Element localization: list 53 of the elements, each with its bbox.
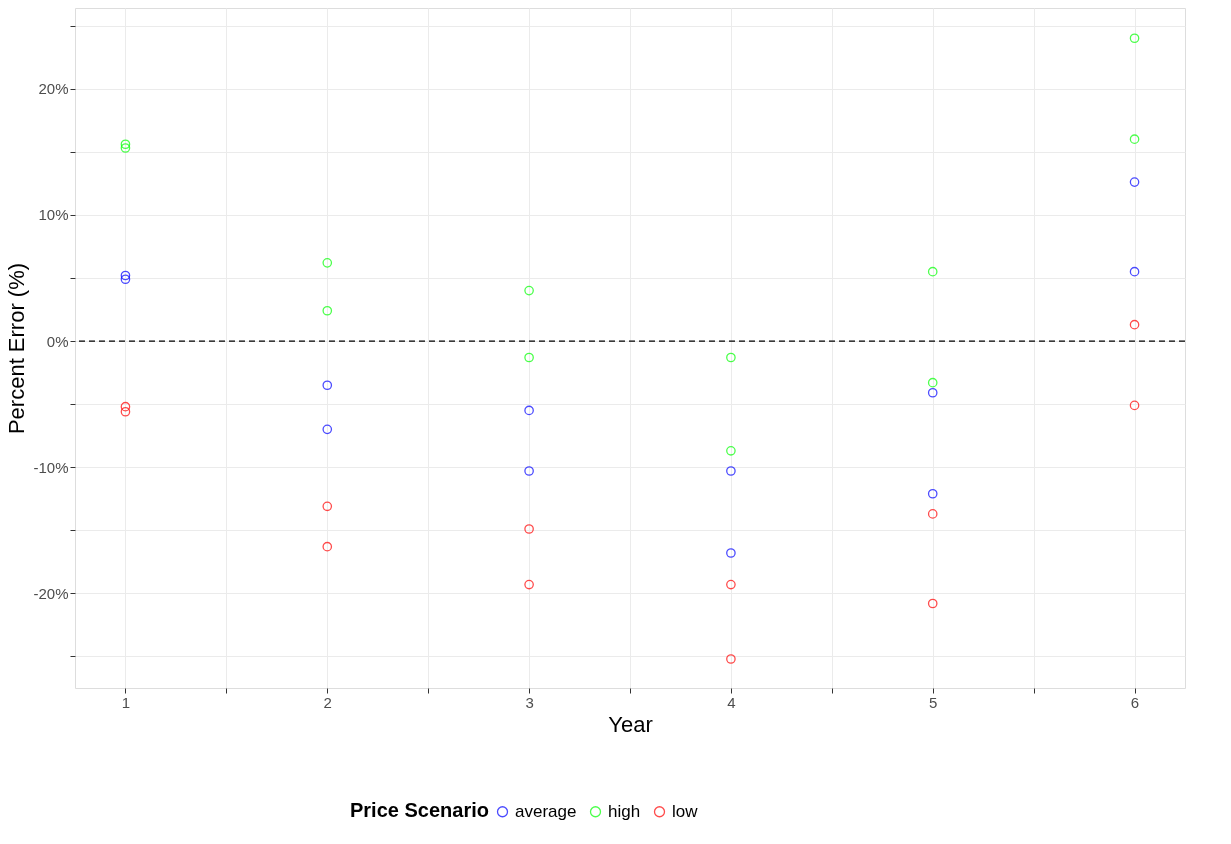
legend-label: high [608,801,641,821]
point [524,524,534,534]
point [524,466,534,476]
x-tick-label: 3 [525,693,534,711]
x-tick-label: 4 [727,693,736,711]
point [524,579,534,590]
x-tick-label: 2 [323,693,332,711]
point [322,541,333,552]
point [322,305,333,316]
point [322,380,333,391]
point [120,139,131,150]
point [726,579,736,590]
legend-label: average [515,801,577,821]
point [927,266,938,277]
x-tick-label: 1 [121,693,131,711]
point [120,274,131,285]
point [726,466,736,476]
point [524,405,534,416]
point [322,258,333,268]
legend-title: Price Scenario [350,799,489,821]
point [726,352,736,363]
point [1129,33,1140,44]
point [927,509,938,519]
y-axis-title: Percent Error (%) [4,262,30,435]
point [524,352,534,363]
point [120,406,131,417]
point [120,143,131,153]
point [1129,177,1140,187]
x-axis-title: Year [608,711,653,737]
y-tick-label: 0% [46,332,69,350]
point [726,446,736,456]
point [322,424,333,435]
y-tick-label: -10% [33,458,69,476]
point [1129,134,1140,145]
point [726,654,736,664]
y-tick-label: 20% [38,80,69,98]
y-tick-label: -20% [33,584,69,602]
point [524,285,534,296]
x-tick-label: 5 [929,693,938,711]
point [927,598,938,609]
point [322,501,333,512]
point [1129,400,1140,411]
point [927,377,938,388]
point [927,488,938,499]
point [120,270,131,281]
point [120,401,131,412]
point [726,548,736,558]
point [927,387,938,398]
y-tick-label: 10% [38,206,69,224]
x-tick-label: 6 [1130,693,1140,711]
legend-label: low [672,801,699,821]
point [1129,266,1140,277]
point [1129,319,1140,330]
